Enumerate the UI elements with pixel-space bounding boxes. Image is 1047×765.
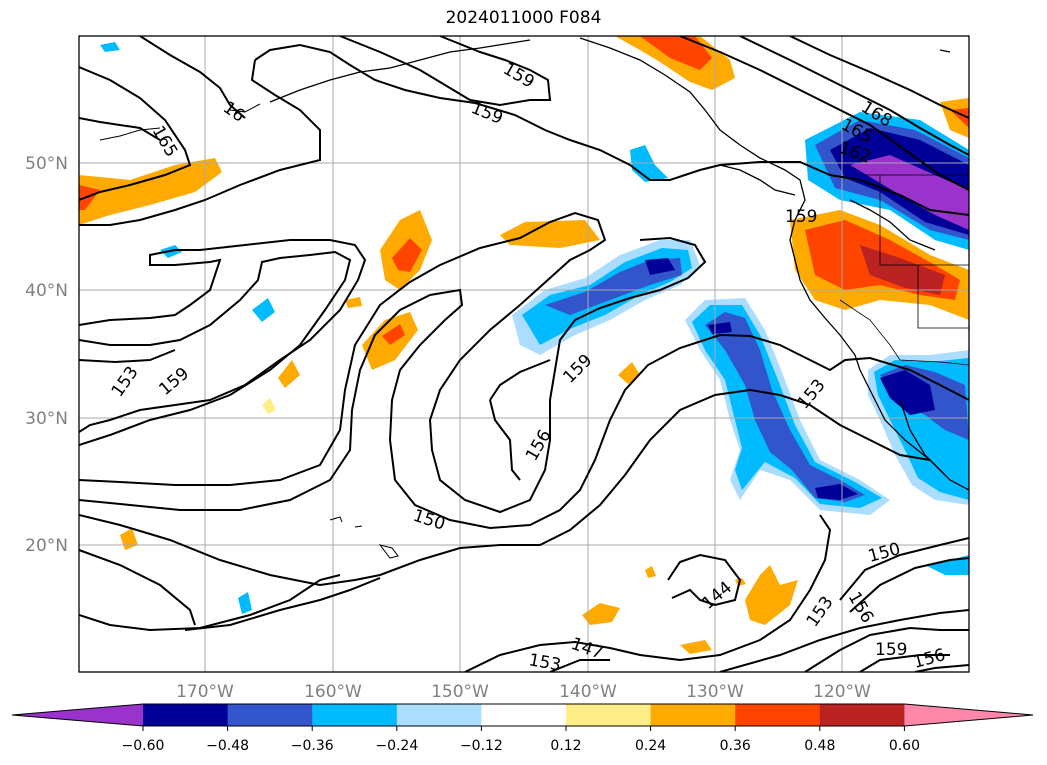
lat-label: 20°N bbox=[25, 536, 68, 556]
lon-label: 160°W bbox=[304, 682, 362, 702]
colorbar-segment bbox=[819, 704, 905, 726]
colorbar-tick-label: −0.12 bbox=[460, 738, 503, 754]
colorbar-segment bbox=[143, 704, 229, 726]
colorbar-extend-low bbox=[12, 704, 143, 726]
colorbar: −0.60 −0.48 −0.36 −0.24 −0.12 0.12 0.24 0.36 0.4… bbox=[11, 703, 1034, 754]
shade-positive-core bbox=[382, 324, 405, 345]
shade-strong-negative bbox=[645, 258, 675, 275]
shade-positive-core bbox=[640, 36, 712, 70]
shade-positive-region bbox=[500, 220, 600, 248]
colorbar-segment bbox=[650, 704, 736, 726]
colorbar-tick-label: 0.60 bbox=[889, 738, 920, 754]
shade-positive-region bbox=[680, 640, 712, 654]
colorbar-segment bbox=[396, 704, 482, 726]
longitude-labels: 170°W 160°W 150°W 140°W 130°W 120°W bbox=[176, 682, 871, 702]
colorbar-segment bbox=[566, 704, 652, 726]
shade-positive-region bbox=[745, 565, 798, 625]
lat-label: 50°N bbox=[25, 154, 68, 174]
shade-strong-negative bbox=[880, 370, 935, 415]
colorbar-segment bbox=[312, 704, 398, 726]
lon-label: 170°W bbox=[176, 682, 234, 702]
colorbar-segment bbox=[227, 704, 313, 726]
colorbar-segment bbox=[735, 704, 821, 726]
lat-label: 40°N bbox=[25, 281, 68, 301]
lon-label: 120°W bbox=[813, 682, 871, 702]
shade-negative-region bbox=[238, 592, 252, 614]
lat-label: 30°N bbox=[25, 409, 68, 429]
colorbar-tick-label: 0.48 bbox=[804, 738, 835, 754]
colorbar-segment bbox=[481, 704, 567, 726]
shade-positive-region bbox=[582, 603, 620, 625]
shade-positive-region bbox=[645, 566, 656, 578]
lon-label: 130°W bbox=[686, 682, 744, 702]
shade-positive-region bbox=[79, 158, 222, 225]
colorbar-tick-label: 0.12 bbox=[550, 738, 581, 754]
map-plot-area: 168 165 162 159 159 159 165 16 153 159 1… bbox=[79, 36, 969, 675]
shade-positive-core bbox=[79, 185, 100, 210]
lon-label: 140°W bbox=[559, 682, 617, 702]
colorbar-tick-label: −0.24 bbox=[375, 738, 418, 754]
latitude-labels: 50°N 40°N 30°N 20°N bbox=[25, 154, 68, 556]
colorbar-tick-label: 0.24 bbox=[635, 738, 666, 754]
plot-frame bbox=[78, 35, 970, 673]
shade-negative-region bbox=[252, 298, 275, 322]
colorbar-extend-high bbox=[904, 704, 1033, 726]
shade-positive-region bbox=[278, 360, 300, 388]
shade-negative-core bbox=[705, 312, 865, 502]
coastlines bbox=[99, 37, 969, 559]
contour-label: 153 bbox=[527, 650, 562, 675]
lon-label: 150°W bbox=[431, 682, 489, 702]
shade-negative-core bbox=[545, 258, 682, 315]
map-title: 2024011000 F084 bbox=[445, 8, 602, 28]
shade-strong-negative bbox=[708, 322, 732, 334]
colorbar-tick-label: −0.60 bbox=[122, 738, 165, 754]
shade-positive-region bbox=[262, 398, 276, 414]
contour-label: 159 bbox=[875, 640, 907, 660]
shade-positive-core bbox=[392, 238, 422, 272]
colorbar-tick-label: −0.48 bbox=[206, 738, 249, 754]
shade-positive-region bbox=[345, 297, 362, 308]
shade-positive-core bbox=[950, 108, 969, 128]
contour-label: 159 bbox=[785, 207, 817, 227]
shade-strong-negative bbox=[815, 484, 858, 500]
shaded-field bbox=[79, 36, 969, 654]
height-contours bbox=[79, 36, 969, 672]
shade-strong-positive bbox=[860, 245, 945, 295]
colorbar-tick-label: 0.36 bbox=[720, 738, 751, 754]
colorbar-tick-label: −0.36 bbox=[291, 738, 334, 754]
shade-negative-region bbox=[100, 42, 120, 52]
